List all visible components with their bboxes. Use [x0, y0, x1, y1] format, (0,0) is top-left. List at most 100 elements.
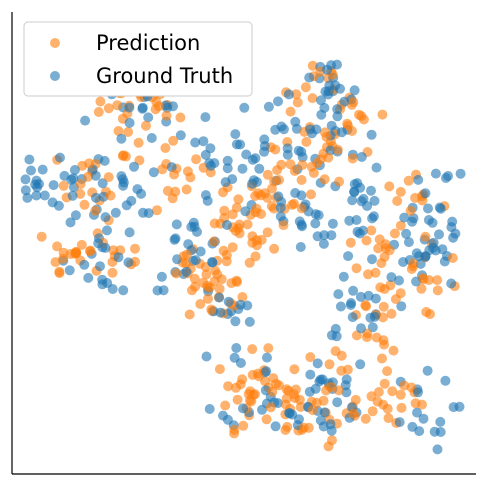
- data-point-ground-truth: [371, 162, 382, 173]
- data-point-prediction: [366, 225, 377, 236]
- data-point-ground-truth: [24, 154, 35, 165]
- data-point-ground-truth: [230, 129, 241, 140]
- data-point-ground-truth: [168, 101, 178, 112]
- data-point-ground-truth: [254, 163, 265, 174]
- data-point-prediction: [242, 219, 253, 230]
- data-point-prediction: [70, 248, 81, 259]
- data-point-ground-truth: [432, 444, 443, 455]
- data-point-prediction: [378, 301, 389, 312]
- data-point-ground-truth: [118, 285, 129, 296]
- data-point-prediction: [417, 399, 427, 410]
- data-point-ground-truth: [238, 403, 248, 414]
- data-point-prediction: [360, 413, 371, 424]
- data-point-prediction: [342, 118, 353, 129]
- data-point-prediction: [447, 253, 458, 263]
- data-point-prediction: [300, 82, 311, 93]
- data-point-ground-truth: [411, 248, 422, 259]
- data-point-ground-truth: [326, 330, 337, 341]
- data-point-prediction: [169, 169, 180, 180]
- data-point-prediction: [253, 188, 264, 199]
- data-point-ground-truth: [367, 254, 377, 265]
- data-point-ground-truth: [349, 187, 360, 197]
- data-point-ground-truth: [143, 112, 154, 123]
- data-point-prediction: [244, 257, 255, 268]
- data-point-ground-truth: [207, 257, 218, 268]
- data-point-ground-truth: [414, 426, 425, 437]
- data-point-ground-truth: [332, 397, 343, 408]
- data-point-ground-truth: [319, 230, 330, 241]
- data-point-ground-truth: [69, 165, 80, 175]
- data-point-ground-truth: [335, 301, 346, 312]
- data-point-ground-truth: [349, 85, 360, 96]
- data-point-ground-truth: [310, 383, 321, 394]
- data-point-ground-truth: [316, 95, 326, 106]
- data-point-prediction: [210, 265, 221, 276]
- data-point-prediction: [130, 243, 140, 254]
- data-point-ground-truth: [278, 124, 289, 135]
- data-point-prediction: [372, 396, 383, 407]
- data-point-ground-truth: [370, 293, 381, 304]
- data-point-prediction: [361, 332, 372, 343]
- data-point-prediction: [289, 364, 300, 375]
- data-point-ground-truth: [413, 174, 424, 185]
- data-point-prediction: [305, 352, 316, 363]
- data-point-prediction: [280, 425, 291, 435]
- data-point-ground-truth: [200, 190, 211, 201]
- data-point-ground-truth: [366, 129, 377, 140]
- data-point-prediction: [283, 385, 294, 396]
- data-point-ground-truth: [261, 366, 272, 377]
- data-point-ground-truth: [273, 96, 283, 107]
- data-point-prediction: [297, 160, 308, 170]
- data-point-ground-truth: [235, 299, 246, 310]
- data-point-ground-truth: [366, 185, 376, 196]
- data-point-ground-truth: [401, 228, 412, 239]
- data-point-prediction: [405, 205, 416, 216]
- data-point-ground-truth: [356, 196, 367, 207]
- data-point-ground-truth: [30, 179, 41, 190]
- data-point-prediction: [367, 406, 378, 417]
- data-point-ground-truth: [435, 416, 446, 427]
- data-point-prediction: [262, 169, 273, 180]
- data-point-ground-truth: [31, 190, 42, 201]
- data-point-prediction: [285, 106, 296, 117]
- data-point-prediction: [371, 332, 382, 343]
- data-point-prediction: [324, 359, 335, 370]
- data-point-prediction: [182, 166, 193, 177]
- data-point-prediction: [161, 110, 172, 121]
- data-point-ground-truth: [263, 101, 274, 112]
- data-point-ground-truth: [304, 72, 315, 83]
- data-point-ground-truth: [181, 266, 192, 277]
- data-point-ground-truth: [297, 152, 308, 163]
- data-point-prediction: [421, 307, 432, 317]
- data-point-ground-truth: [22, 192, 33, 203]
- data-point-prediction: [95, 96, 106, 107]
- data-point-prediction: [191, 154, 202, 165]
- data-point-prediction: [220, 400, 231, 411]
- data-point-ground-truth: [326, 120, 337, 131]
- data-point-ground-truth: [430, 245, 441, 256]
- data-point-ground-truth: [430, 168, 441, 179]
- data-point-ground-truth: [222, 163, 233, 174]
- data-point-ground-truth: [222, 155, 233, 166]
- data-point-ground-truth: [332, 104, 343, 115]
- data-point-ground-truth: [443, 171, 453, 181]
- data-point-ground-truth: [296, 190, 307, 201]
- data-point-ground-truth: [336, 127, 347, 138]
- data-point-ground-truth: [189, 221, 200, 232]
- data-point-ground-truth: [403, 237, 414, 248]
- data-point-ground-truth: [446, 222, 457, 233]
- data-point-ground-truth: [275, 202, 286, 213]
- data-point-ground-truth: [259, 146, 270, 157]
- data-point-prediction: [223, 381, 234, 392]
- data-point-prediction: [231, 382, 241, 393]
- data-point-prediction: [83, 171, 94, 182]
- data-point-prediction: [308, 168, 319, 178]
- data-point-ground-truth: [455, 168, 466, 179]
- data-point-prediction: [267, 386, 278, 397]
- data-point-prediction: [58, 180, 69, 191]
- data-point-prediction: [181, 184, 192, 195]
- data-point-ground-truth: [20, 174, 31, 185]
- data-point-prediction: [406, 264, 417, 274]
- points-layer: [20, 38, 466, 455]
- data-point-prediction: [379, 339, 390, 350]
